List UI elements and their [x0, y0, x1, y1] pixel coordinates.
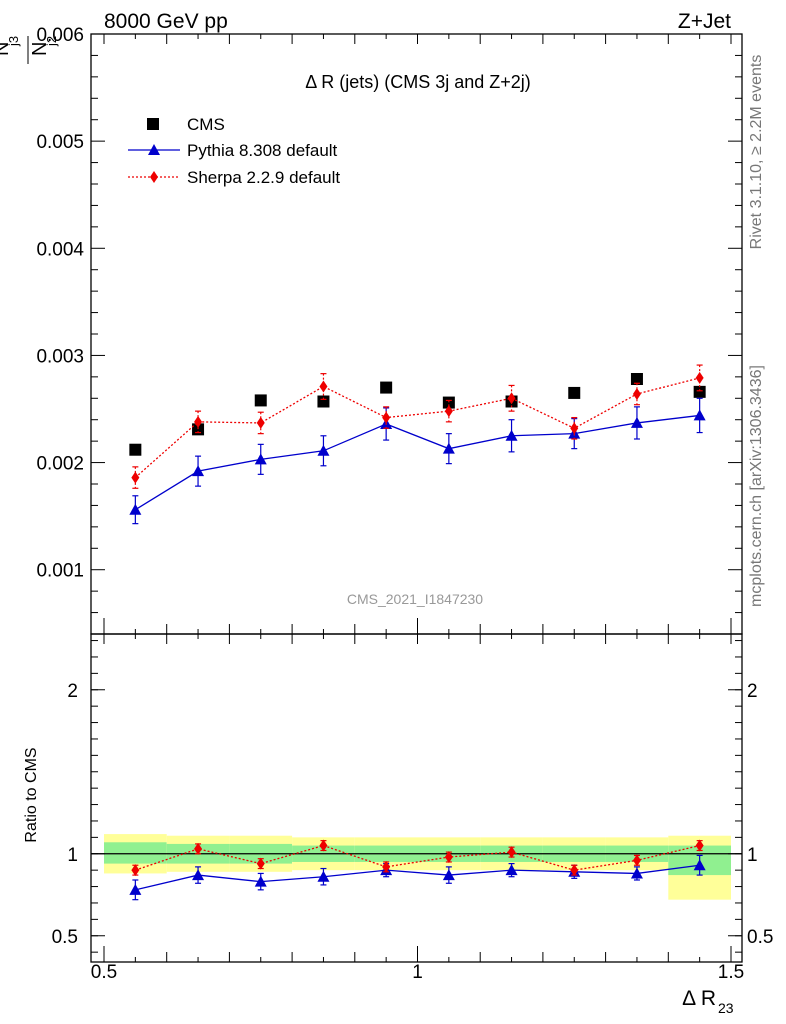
main-point-1-8	[630, 416, 643, 428]
ratio-point-2-4	[382, 860, 391, 873]
main-point-2-3	[319, 380, 328, 393]
rivet-label: Rivet 3.1.10, ≥ 2.2M events	[748, 55, 765, 250]
main-point-2-0	[131, 471, 140, 484]
x-tick-label-1: 1	[412, 962, 423, 983]
ratio-point-1-8	[630, 867, 643, 879]
main-point-2-8	[632, 388, 641, 400]
main-point-0-4	[380, 381, 393, 394]
main-point-0-7	[568, 386, 581, 399]
mcplots-label: mcplots.cern.ch [arXiv:1306.3436]	[748, 365, 765, 607]
axes-layer: 0.5 1 1.5 0.001 0.002 0.003 0.004 0.005 0.006 0.5…	[36, 25, 773, 983]
main-point-2-6	[507, 392, 516, 405]
legend-label-cms: CMS	[187, 115, 225, 134]
main-point-0-9	[693, 385, 706, 398]
main-point-0-0	[129, 443, 142, 456]
ratio-series-layer	[129, 839, 706, 901]
ylabel-numerator: N	[0, 42, 13, 56]
legend-label-pythia: Pythia 8.308 default	[187, 141, 338, 160]
ratio-y-tick-label-0: 0.5	[52, 927, 78, 948]
ratio-point-2-9	[695, 839, 704, 852]
ratio-y-tick-label-2: 2	[67, 681, 78, 702]
main-y-tick-label-3: 0.004	[36, 239, 84, 260]
ratio-point-2-7	[570, 864, 579, 877]
ratio-point-2-0	[131, 864, 140, 877]
main-point-0-5	[442, 396, 455, 409]
main-point-1-6	[505, 429, 518, 441]
analysis-watermark: CMS_2021_I1847230	[347, 591, 483, 607]
ratio-point-2-1	[194, 842, 203, 855]
ylabel-denominator: N	[29, 42, 51, 56]
main-point-1-1	[192, 465, 205, 477]
xlabel-text: Δ R	[682, 987, 716, 1010]
main-y-tick-label-5: 0.006	[36, 25, 84, 46]
ratio-frame	[90, 633, 743, 963]
main-point-0-3	[317, 395, 330, 408]
ratio-point-1-1	[192, 869, 205, 881]
main-point-1-2	[254, 453, 267, 465]
main-point-0-2	[254, 394, 267, 407]
legend-label-sherpa: Sherpa 2.2.9 default	[187, 168, 340, 187]
main-point-2-4	[382, 411, 391, 424]
main-series-layer	[129, 364, 706, 525]
ratio-y-tick-label-right-1: 1	[747, 845, 758, 866]
main-y-tick-label-4: 0.005	[36, 132, 84, 153]
main-y-tick-label-1: 0.002	[36, 454, 84, 475]
energy-label: 8000 GeV pp	[104, 10, 228, 33]
ratio-point-2-8	[632, 854, 641, 867]
main-point-1-3	[317, 444, 330, 456]
ratio-point-1-2	[254, 875, 267, 887]
main-point-2-7	[570, 422, 579, 435]
x-axis-label: Δ R 23	[682, 987, 734, 1016]
main-point-2-2	[256, 416, 265, 429]
ratio-point-2-6	[507, 846, 516, 859]
green-band-0	[104, 842, 167, 864]
legend-marker-pythia	[148, 144, 160, 155]
ratio-line-2	[135, 844, 700, 871]
main-y-tick-label-2: 0.003	[36, 346, 84, 367]
x-tick-label-2: 1.5	[718, 962, 744, 983]
main-point-1-9	[693, 409, 706, 421]
legend: CMS Pythia 8.308 default Sherpa 2.2.9 de…	[128, 115, 340, 187]
main-point-1-0	[129, 503, 142, 515]
ratio-y-tick-label-right-2: 2	[747, 681, 758, 702]
main-point-1-5	[442, 442, 455, 454]
ratio-y-tick-label-1: 1	[67, 845, 78, 866]
ratio-line-1	[135, 864, 700, 891]
ylabel-denominator-sub: j2	[44, 36, 59, 47]
ratio-uncertainty-bands	[91, 834, 742, 900]
ylabel-numerator-sub: j3	[6, 36, 21, 47]
main-point-2-9	[695, 371, 704, 384]
legend-marker-sherpa	[150, 171, 158, 183]
ratio-point-2-5	[444, 851, 453, 864]
main-point-2-5	[444, 405, 453, 418]
main-point-2-1	[194, 415, 203, 428]
main-line-1	[135, 414, 700, 511]
ratio-point-1-3	[317, 870, 330, 882]
ratio-point-1-5	[442, 869, 455, 881]
main-y-tick-label-0: 0.001	[36, 561, 84, 582]
main-point-0-8	[630, 373, 643, 385]
ratio-point-2-3	[319, 839, 328, 852]
ratio-point-1-0	[129, 883, 142, 895]
main-ylabel: N j3 N j2	[0, 36, 59, 64]
ratio-point-1-6	[505, 864, 518, 876]
x-tick-label-0: 0.5	[91, 962, 117, 983]
ratio-ylabel: Ratio to CMS	[23, 747, 40, 842]
ratio-y-tick-label-right-0: 0.5	[747, 927, 773, 948]
ratio-point-2-2	[256, 857, 265, 870]
legend-marker-cms	[147, 118, 159, 130]
process-label: Z+Jet	[678, 10, 731, 33]
ratio-point-1-9	[693, 859, 706, 871]
main-line-2	[134, 377, 700, 479]
chart-title-text: Δ R (jets) (CMS 3j and Z+2j)	[305, 72, 531, 92]
xlabel-sub: 23	[718, 1000, 734, 1016]
chart-title: Δ R (jets) (CMS 3j and Z+2j)	[305, 72, 531, 92]
